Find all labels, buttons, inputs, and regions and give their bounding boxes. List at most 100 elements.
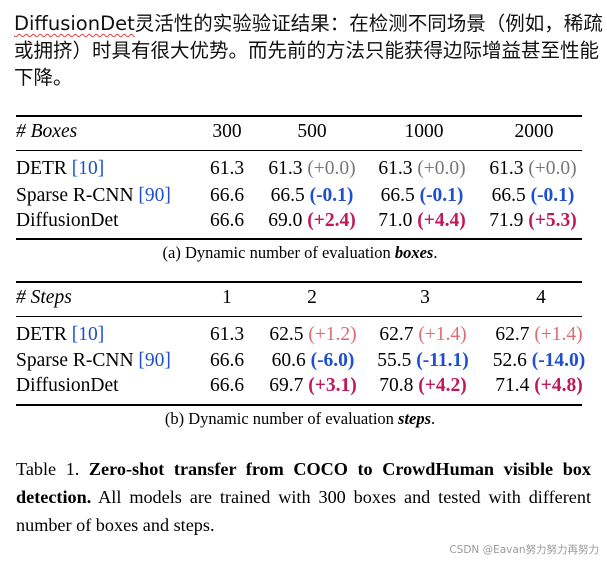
method-label: DETR: [16, 158, 67, 179]
cell-value: 66.5: [491, 185, 526, 206]
cell-value: 62.7: [495, 324, 530, 345]
caption-b-suffix: .: [431, 409, 436, 428]
cell-value: 71.0: [378, 210, 413, 231]
table-cell: 62.5 (+1.2): [269, 323, 356, 347]
baseline-value: 66.6: [209, 350, 245, 371]
cell-value: 66.5: [380, 185, 415, 206]
table-b-header-label: # Steps: [16, 287, 72, 308]
cell-value: 66.5: [270, 185, 305, 206]
table-cell: 70.8 (+4.2): [379, 374, 466, 398]
table-a-bottom-rule: [16, 238, 582, 240]
citation-link[interactable]: [10]: [71, 324, 105, 345]
row-method-name: DiffusionDet: [16, 374, 119, 398]
table-a-col-header: 300: [212, 121, 242, 142]
cell-value: 62.7: [379, 324, 414, 345]
citation-link[interactable]: [90]: [138, 350, 171, 371]
caption-a-emphasis: boxes: [394, 243, 434, 262]
cell-value: 62.5: [269, 324, 304, 345]
caption-a-prefix: (a) Dynamic number of evaluation: [162, 243, 395, 262]
method-label: DiffusionDet: [16, 375, 119, 396]
cell-delta: (+4.8): [534, 375, 583, 396]
method-label: DETR: [16, 324, 67, 345]
table-b-caption: (b) Dynamic number of evaluation steps.: [0, 409, 600, 429]
table-cell: 71.0 (+4.4): [378, 209, 465, 233]
cell-delta: (-0.1): [309, 185, 354, 206]
table-cell: 61.3 (+0.0): [378, 157, 465, 181]
cell-value: 52.6: [492, 350, 527, 371]
article-heading: DiffusionDet灵活性的实验验证结果：在检测不同场景（例如，稀疏或拥挤）…: [14, 10, 604, 91]
cell-delta: (+1.4): [418, 324, 467, 345]
cell-delta: (+0.0): [307, 158, 356, 179]
baseline-value: 61.3: [209, 324, 245, 345]
row-method-name: DETR [10]: [16, 323, 104, 347]
table-cell: 61.3 (+0.0): [268, 157, 355, 181]
baseline-value: 66.6: [209, 375, 245, 396]
citation-link[interactable]: [90]: [138, 185, 171, 206]
cell-value: 71.9: [489, 210, 524, 231]
cell-delta: (+1.4): [534, 324, 583, 345]
method-label: Sparse R-CNN: [16, 185, 134, 206]
table-cell: 55.5 (-11.1): [377, 349, 469, 373]
cell-delta: (-11.1): [416, 350, 469, 371]
table-b-header-rule: [16, 316, 582, 317]
caption-b-prefix: (b) Dynamic number of evaluation: [164, 409, 399, 428]
table-a-col-header: 2000: [514, 121, 554, 142]
table-b-bottom-rule: [16, 404, 582, 406]
table-cell: 69.0 (+2.4): [268, 209, 355, 233]
cell-value: 69.7: [269, 375, 304, 396]
table-cell: 62.7 (+1.4): [495, 323, 582, 347]
table-caption-rest: All models are trained with 300 boxes an…: [16, 487, 591, 535]
cell-value: 71.4: [495, 375, 530, 396]
table-b-top-rule: [16, 281, 582, 283]
table-a-header-rule: [16, 150, 582, 151]
table-a-col-header: 500: [297, 121, 327, 142]
cell-delta: (+2.4): [307, 210, 356, 231]
table-a-col-header: 1000: [404, 121, 444, 142]
cell-delta: (+5.3): [528, 210, 577, 231]
table-cell: 66.5 (-0.1): [492, 184, 575, 208]
cell-delta: (+1.2): [308, 324, 357, 345]
cell-value: 55.5: [377, 350, 412, 371]
baseline-value: 61.3: [209, 158, 245, 179]
cell-delta: (-6.0): [310, 350, 355, 371]
cell-value: 61.3: [489, 158, 524, 179]
cell-delta: (+0.0): [417, 158, 466, 179]
cell-delta: (-14.0): [531, 350, 586, 371]
cell-value: 61.3: [268, 158, 303, 179]
table-b-col-header: 4: [536, 287, 546, 308]
cell-value: 70.8: [379, 375, 414, 396]
heading-lead: DiffusionDet: [14, 12, 135, 35]
method-label: DiffusionDet: [16, 210, 119, 231]
citation-link[interactable]: [10]: [71, 158, 105, 179]
cell-value: 60.6: [271, 350, 306, 371]
table-a-caption: (a) Dynamic number of evaluation boxes.: [0, 243, 600, 263]
csdn-watermark: CSDN @Eavan努力努力再努力: [449, 544, 599, 556]
cell-delta: (+0.0): [528, 158, 577, 179]
table-b-col-header: 1: [222, 287, 232, 308]
cell-value: 69.0: [268, 210, 303, 231]
table-b-col-header: 2: [307, 287, 317, 308]
table-caption-label: Table 1.: [16, 459, 80, 479]
table-cell: 52.6 (-14.0): [493, 349, 586, 373]
cell-delta: (+4.2): [418, 375, 467, 396]
table-cell: 69.7 (+3.1): [269, 374, 356, 398]
table-a-top-rule: [16, 115, 582, 117]
table-cell: 66.5 (-0.1): [271, 184, 354, 208]
caption-b-emphasis: steps: [398, 409, 432, 428]
table-a-header-label: # Boxes: [16, 121, 78, 142]
method-label: Sparse R-CNN: [16, 350, 134, 371]
table-b-col-header: 3: [420, 287, 430, 308]
table-cell: 71.4 (+4.8): [495, 374, 582, 398]
heading-rest: 灵活性的实验验证结果：在检测不同场景（例如，稀疏或拥挤）时具有很大优势。而先前的…: [14, 12, 603, 89]
caption-a-suffix: .: [433, 243, 438, 262]
baseline-value: 66.6: [209, 210, 245, 231]
table-caption: Table 1. Zero-shot transfer from COCO to…: [16, 455, 591, 539]
cell-delta: (+4.4): [417, 210, 466, 231]
table-cell: 71.9 (+5.3): [489, 209, 576, 233]
row-method-name: Sparse R-CNN [90]: [16, 349, 171, 373]
row-method-name: DETR [10]: [16, 157, 104, 181]
table-cell: 66.5 (-0.1): [381, 184, 464, 208]
row-method-name: Sparse R-CNN [90]: [16, 184, 171, 208]
table-cell: 62.7 (+1.4): [379, 323, 466, 347]
cell-delta: (-0.1): [419, 185, 464, 206]
